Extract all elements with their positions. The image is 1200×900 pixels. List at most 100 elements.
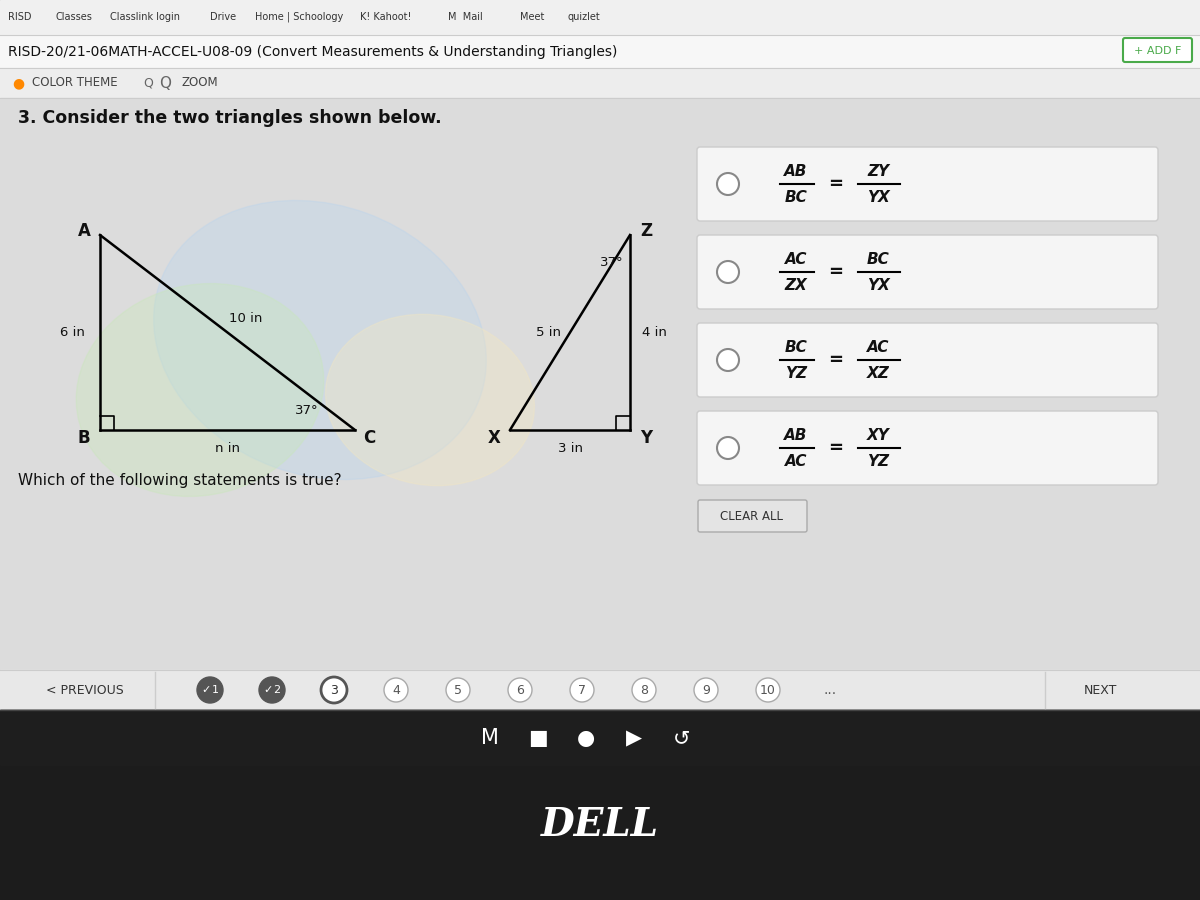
Bar: [0, 710, 1200, 765]
Text: M  Mail: M Mail: [448, 12, 482, 22]
Text: n in: n in: [215, 442, 240, 454]
Text: Classlink login: Classlink login: [110, 12, 180, 22]
Text: BC: BC: [866, 251, 889, 266]
Text: ZX: ZX: [785, 277, 808, 292]
Text: quizlet: quizlet: [568, 12, 601, 22]
Bar: [0, 35, 1200, 68]
Text: 7: 7: [578, 683, 586, 697]
Text: NEXT: NEXT: [1084, 683, 1117, 697]
Text: K! Kahoot!: K! Kahoot!: [360, 12, 412, 22]
Text: 9: 9: [702, 683, 710, 697]
Text: BC: BC: [785, 190, 808, 204]
Text: 5 in: 5 in: [535, 326, 560, 339]
Ellipse shape: [77, 284, 324, 497]
Text: 2: 2: [274, 685, 281, 695]
Bar: [0, 0, 1200, 35]
Text: AC: AC: [785, 251, 808, 266]
Text: 6 in: 6 in: [60, 326, 84, 339]
Text: =: =: [828, 439, 844, 457]
Circle shape: [197, 677, 223, 703]
Text: Home | Schoology: Home | Schoology: [256, 12, 343, 22]
Circle shape: [718, 437, 739, 459]
Text: Q: Q: [158, 76, 172, 91]
Text: XZ: XZ: [866, 365, 889, 381]
Text: C: C: [362, 429, 376, 447]
Text: ●: ●: [12, 76, 24, 90]
Text: 1: 1: [211, 685, 218, 695]
Text: YZ: YZ: [866, 454, 889, 469]
Text: 10 in: 10 in: [229, 312, 262, 325]
Text: 3 in: 3 in: [558, 442, 582, 454]
Text: YX: YX: [866, 277, 889, 292]
Text: ■: ■: [528, 728, 548, 748]
Text: + ADD F: + ADD F: [1134, 46, 1182, 56]
Ellipse shape: [325, 314, 534, 486]
Text: ▶: ▶: [626, 728, 642, 748]
Text: B: B: [78, 429, 90, 447]
Circle shape: [632, 678, 656, 702]
Text: 3. Consider the two triangles shown below.: 3. Consider the two triangles shown belo…: [18, 109, 442, 127]
Text: AB: AB: [785, 164, 808, 178]
Text: M: M: [481, 728, 499, 748]
Text: AC: AC: [785, 454, 808, 469]
Circle shape: [694, 678, 718, 702]
Circle shape: [718, 349, 739, 371]
Bar: [0, 68, 1200, 98]
Circle shape: [756, 678, 780, 702]
Text: AC: AC: [866, 339, 889, 355]
Text: 5: 5: [454, 683, 462, 697]
Text: ZY: ZY: [866, 164, 889, 178]
Circle shape: [570, 678, 594, 702]
Text: Y: Y: [640, 429, 652, 447]
Circle shape: [718, 261, 739, 283]
Text: AB: AB: [785, 428, 808, 443]
Text: Z: Z: [640, 222, 652, 240]
Text: BC: BC: [785, 339, 808, 355]
FancyBboxPatch shape: [697, 323, 1158, 397]
Bar: [0, 670, 1200, 710]
FancyBboxPatch shape: [697, 411, 1158, 485]
Bar: [0, 710, 1200, 900]
Text: ✓: ✓: [202, 685, 211, 695]
Text: Classes: Classes: [55, 12, 92, 22]
Circle shape: [322, 677, 347, 703]
Text: 4: 4: [392, 683, 400, 697]
Text: 4 in: 4 in: [642, 326, 666, 339]
Circle shape: [259, 677, 286, 703]
Text: Meet: Meet: [520, 12, 545, 22]
Text: DELL: DELL: [541, 806, 659, 844]
Text: A: A: [78, 222, 90, 240]
Text: XY: XY: [866, 428, 889, 443]
FancyBboxPatch shape: [697, 147, 1158, 221]
Text: ...: ...: [823, 683, 836, 697]
Circle shape: [446, 678, 470, 702]
FancyBboxPatch shape: [698, 500, 808, 532]
Text: Drive: Drive: [210, 12, 236, 22]
Text: 10: 10: [760, 683, 776, 697]
Text: RISD-20/21-06MATH-ACCEL-U08-09 (Convert Measurements & Understanding Triangles): RISD-20/21-06MATH-ACCEL-U08-09 (Convert …: [8, 45, 617, 59]
Text: RISD: RISD: [8, 12, 31, 22]
Text: ↺: ↺: [673, 728, 691, 748]
Text: 6: 6: [516, 683, 524, 697]
Text: Q: Q: [143, 76, 152, 89]
Text: X: X: [487, 429, 500, 447]
Text: COLOR THEME: COLOR THEME: [32, 76, 118, 89]
Text: =: =: [828, 175, 844, 193]
Text: 3: 3: [330, 683, 338, 697]
FancyBboxPatch shape: [697, 235, 1158, 309]
Text: 37°: 37°: [600, 256, 624, 269]
Text: 8: 8: [640, 683, 648, 697]
Text: 37°: 37°: [295, 403, 319, 417]
Text: Which of the following statements is true?: Which of the following statements is tru…: [18, 472, 342, 488]
Text: < PREVIOUS: < PREVIOUS: [46, 683, 124, 697]
Text: =: =: [828, 351, 844, 369]
Text: ✓: ✓: [263, 685, 272, 695]
Ellipse shape: [154, 201, 486, 480]
FancyBboxPatch shape: [1123, 38, 1192, 62]
Text: CLEAR ALL: CLEAR ALL: [720, 509, 784, 523]
Text: =: =: [828, 263, 844, 281]
Circle shape: [718, 173, 739, 195]
Text: ZOOM: ZOOM: [182, 76, 218, 89]
Text: YZ: YZ: [785, 365, 808, 381]
Bar: [0, 98, 1200, 670]
